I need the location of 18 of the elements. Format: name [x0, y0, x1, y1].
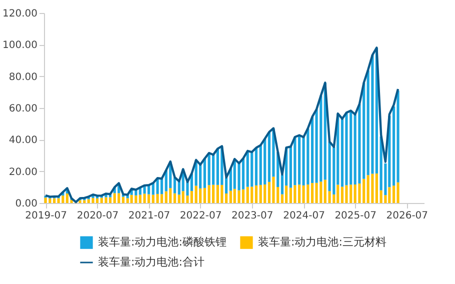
- y-tick-label: 20.00: [8, 166, 38, 178]
- x-tick-label: 2023-07: [231, 210, 274, 222]
- x-tick-label: 2021-07: [128, 210, 170, 222]
- legend-label: 装车量:动力电池:磷酸铁锂: [98, 236, 226, 249]
- x-tick-label: 2025-07: [334, 210, 376, 222]
- y-tick-label: 80.00: [8, 72, 38, 83]
- x-tick-label: 2026-07: [386, 210, 428, 222]
- legend-label: 装车量:动力电池:合计: [98, 256, 204, 268]
- x-tick-label: 2019-07: [25, 210, 67, 222]
- y-tick-label: 120.00: [2, 8, 38, 20]
- x-tick-label: 2022-07: [180, 210, 222, 222]
- legend-label: 装车量:动力电池:三元材料: [258, 236, 386, 249]
- y-tick-label: 0.00: [15, 198, 38, 210]
- y-tick-label: 100.00: [2, 40, 38, 52]
- x-tick-label: 2020-07: [76, 210, 119, 222]
- y-tick-label: 60.00: [8, 104, 38, 114]
- y-tick-label: 40.00: [8, 135, 38, 146]
- x-tick-label: 2024-07: [283, 210, 325, 222]
